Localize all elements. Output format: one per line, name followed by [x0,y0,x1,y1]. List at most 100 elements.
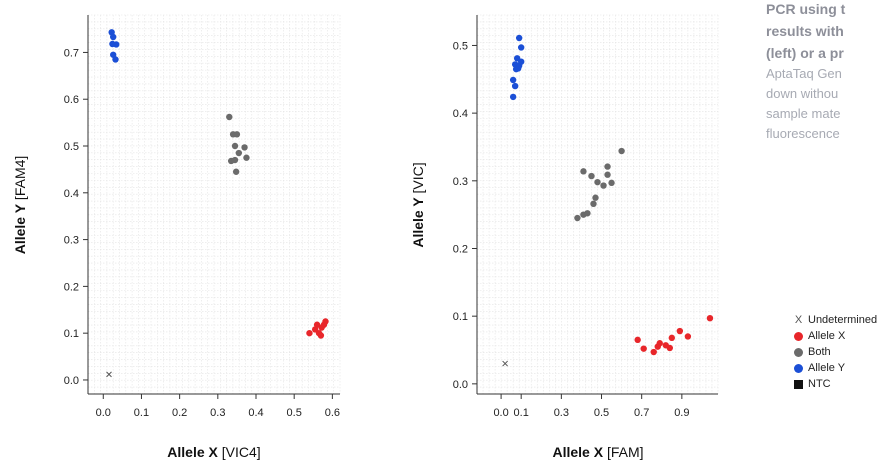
data-point [515,34,523,42]
legend-label: Allele X [808,330,846,342]
gray-dot-icon [794,347,803,357]
caption-title: PCR using t results with (left) or a pr [766,0,889,64]
data-point-x-marker [106,371,112,378]
data-point [231,156,239,164]
data-point [511,82,519,90]
x-tick-label: 0.9 [674,407,689,419]
data-point [600,182,607,189]
black-square-icon [794,379,803,389]
x-axis-title-unit: [VIC4] [218,444,261,460]
x-tick-label: 0.3 [210,407,225,419]
y-axis-title-unit: [FAM4] [12,156,28,204]
y-tick-label: 0.0 [64,375,79,387]
data-point [618,147,625,155]
y-tick-label: 0.2 [453,243,468,255]
caption-body: AptaTaq Gen down withou sample mate fluo… [766,64,889,144]
x-tick-label: 0.3 [554,407,569,419]
x-axis-title-bold: Allele X [552,444,603,460]
x-tick-label: 0.5 [287,407,302,419]
caption-title-line: (left) or a pr [766,45,844,61]
data-point [684,333,692,340]
y-tick-label: 0.4 [453,108,468,120]
red-dot-icon [794,331,803,341]
data-point [592,194,599,201]
series-allele-x [306,318,329,339]
x-tick-label: 0.2 [172,407,187,419]
data-point [640,345,647,352]
y-tick-label: 0.5 [453,40,468,52]
x-tick-label: 0.7 [634,407,649,419]
y-tick-label: 0.0 [453,379,468,391]
y-tick-label: 0.3 [453,176,468,188]
caption-title-line: results with [766,23,844,39]
legend-item-both: Both [794,344,877,360]
y-tick-label: 0.7 [64,47,79,59]
data-point [515,62,523,69]
data-point [509,76,517,84]
legend-item-ntc: NTC [794,376,877,392]
x-marker-icon: X [794,313,803,326]
legend-label: Allele Y [808,362,846,374]
legend-item-undetermined: X Undetermined [794,312,877,328]
data-point [113,41,120,48]
caption-body-line: AptaTaq Gen [766,66,842,81]
data-point [656,340,663,347]
series-allele-x [634,315,714,356]
data-point [317,332,325,339]
caption-body-line: sample mate [766,106,841,121]
data-point [322,318,329,325]
x-tick-label: 0.0 [96,407,111,419]
y-axis-title-bold: Allele Y [410,197,426,248]
data-point [574,214,581,222]
x-tick-label: 0.1 [134,407,149,419]
x-tick-label: 0.0 [493,407,508,419]
y-axis-title-unit: [VIC] [410,162,426,197]
series-allele-y [108,29,120,63]
y-axis-title-bold: Allele Y [12,203,28,254]
data-point [232,168,240,175]
x-marker-stroke [106,371,112,378]
data-point [112,56,119,63]
data-point-x-marker [502,360,508,367]
data-point [110,33,117,41]
y-axis-title: Allele Y [VIC] [410,162,426,247]
caption-body-line: down withou [766,86,839,101]
data-point [676,327,684,335]
figure-caption: PCR using t results with (left) or a pr … [766,0,889,200]
legend-label: Undetermined [808,314,878,326]
y-tick-label: 0.1 [64,328,79,340]
data-point [608,179,615,187]
y-tick-label: 0.5 [64,141,79,153]
data-point [233,131,241,138]
legend-label: NTC [808,378,831,390]
series-both [226,113,250,175]
data-point [666,344,673,352]
x-tick-label: 0.5 [594,407,609,419]
blue-dot-icon [794,363,803,373]
data-point [634,336,641,344]
data-point [580,168,587,175]
data-point [604,163,611,170]
y-axis-title: Allele Y [FAM4] [12,156,28,255]
data-point [517,44,525,51]
y-tick-label: 0.2 [64,281,79,293]
x-axis-title-unit: [FAM] [603,444,643,460]
data-point [226,113,233,121]
y-tick-label: 0.6 [64,94,79,106]
data-point [588,172,595,180]
data-point [243,154,250,161]
series-undetermined [106,371,112,378]
data-point [313,321,321,328]
data-point [306,329,313,337]
plot-grid [476,14,719,395]
data-point [668,334,676,342]
series-allele-y [509,34,525,101]
caption-title-line: PCR using t [766,1,846,17]
x-tick-label: 0.1 [514,407,529,419]
right-scatter-plot: 0.0 0.1 0.3 0.5 0.7 0.9 0.0 0.1 0.2 0.3 0.4 0.5 Alle… [410,14,719,460]
y-tick-label: 0.4 [64,188,79,200]
data-point [584,210,591,217]
plot-grid [87,14,341,395]
legend-item-allele-y: Allele Y [794,360,877,376]
chart-legend: X Undetermined Allele X Both Allele Y NT… [794,312,877,392]
